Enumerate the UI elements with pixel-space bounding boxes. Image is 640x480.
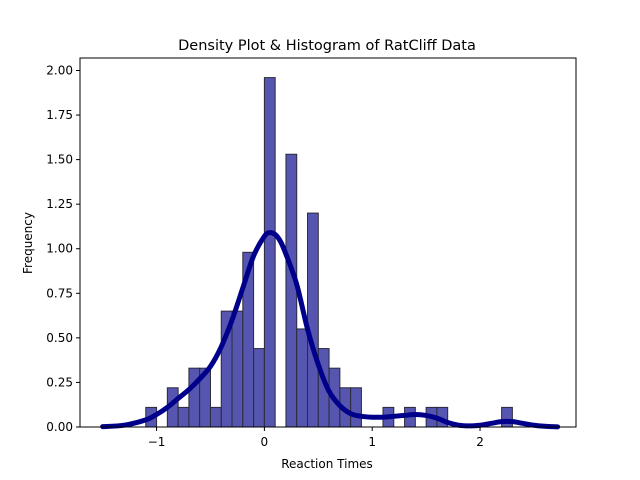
y-tick-label: 0.75 <box>46 286 73 300</box>
x-axis-label: Reaction Times <box>281 457 373 471</box>
histogram-bar <box>263 77 276 428</box>
histogram-bar <box>177 406 190 428</box>
histogram-bar <box>501 406 513 428</box>
density-curve <box>100 230 561 430</box>
y-tick-label: 0.50 <box>46 331 73 345</box>
histogram-bar <box>296 328 309 428</box>
x-tick-label: 2 <box>476 435 484 449</box>
x-axis: −1 0 1 2 <box>148 427 484 449</box>
histogram-bar <box>350 387 362 428</box>
density-curve-group <box>100 230 561 430</box>
chart-title: Density Plot & Histogram of RatCliff Dat… <box>178 38 476 54</box>
x-tick-label: 0 <box>261 435 269 449</box>
y-tick-label: 0.00 <box>46 420 73 434</box>
y-tick-label: 1.75 <box>46 108 73 122</box>
y-tick-label: 1.00 <box>46 242 73 256</box>
y-tick-label: 0.25 <box>46 375 73 389</box>
histogram-bar <box>253 348 265 428</box>
y-tick-label: 2.00 <box>46 63 73 77</box>
histogram-bar <box>209 406 222 428</box>
y-axis-label: Frequency <box>21 212 35 274</box>
y-tick-label: 1.50 <box>46 153 73 167</box>
y-axis: 0.00 0.25 0.50 0.75 1.00 1.25 1.50 1.75 2.00 <box>46 63 80 434</box>
y-tick-label: 1.25 <box>46 197 73 211</box>
x-tick-label: 1 <box>368 435 376 449</box>
histogram-bar <box>285 153 298 428</box>
plot-frame <box>79 57 577 428</box>
histogram-bar <box>307 212 319 428</box>
x-tick-label: −1 <box>148 435 166 449</box>
histogram-bar <box>231 310 244 428</box>
